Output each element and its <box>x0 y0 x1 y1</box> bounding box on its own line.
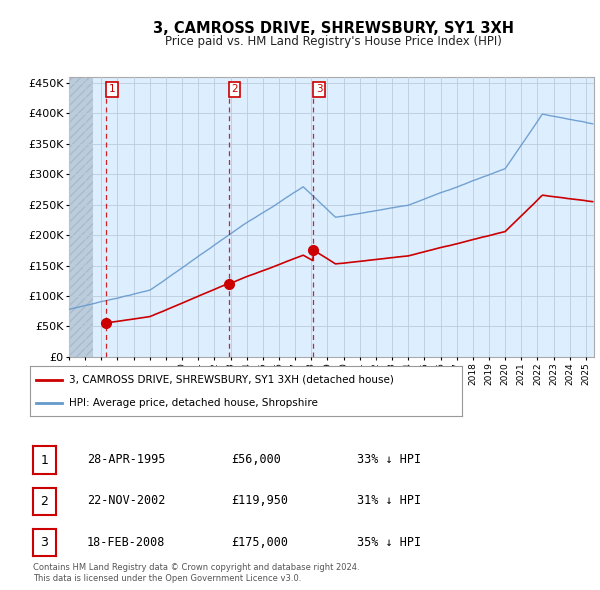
Text: Contains HM Land Registry data © Crown copyright and database right 2024.: Contains HM Land Registry data © Crown c… <box>33 563 359 572</box>
Text: 31% ↓ HPI: 31% ↓ HPI <box>357 494 421 507</box>
Text: £56,000: £56,000 <box>231 453 281 466</box>
Text: 3, CAMROSS DRIVE, SHREWSBURY, SY1 3XH (detached house): 3, CAMROSS DRIVE, SHREWSBURY, SY1 3XH (d… <box>69 375 394 385</box>
Text: 1: 1 <box>109 84 116 94</box>
Text: 3, CAMROSS DRIVE, SHREWSBURY, SY1 3XH: 3, CAMROSS DRIVE, SHREWSBURY, SY1 3XH <box>152 21 514 35</box>
Text: 2: 2 <box>40 495 49 508</box>
Text: Price paid vs. HM Land Registry's House Price Index (HPI): Price paid vs. HM Land Registry's House … <box>164 35 502 48</box>
Text: 2: 2 <box>231 84 238 94</box>
Text: 1: 1 <box>40 454 49 467</box>
Bar <box>69 77 93 357</box>
Text: 35% ↓ HPI: 35% ↓ HPI <box>357 536 421 549</box>
Text: 33% ↓ HPI: 33% ↓ HPI <box>357 453 421 466</box>
Text: 18-FEB-2008: 18-FEB-2008 <box>87 536 166 549</box>
Text: 3: 3 <box>40 536 49 549</box>
Text: HPI: Average price, detached house, Shropshire: HPI: Average price, detached house, Shro… <box>69 398 318 408</box>
Text: £175,000: £175,000 <box>231 536 288 549</box>
Text: This data is licensed under the Open Government Licence v3.0.: This data is licensed under the Open Gov… <box>33 573 301 583</box>
Text: 3: 3 <box>316 84 322 94</box>
Text: £119,950: £119,950 <box>231 494 288 507</box>
Text: 22-NOV-2002: 22-NOV-2002 <box>87 494 166 507</box>
Text: 28-APR-1995: 28-APR-1995 <box>87 453 166 466</box>
